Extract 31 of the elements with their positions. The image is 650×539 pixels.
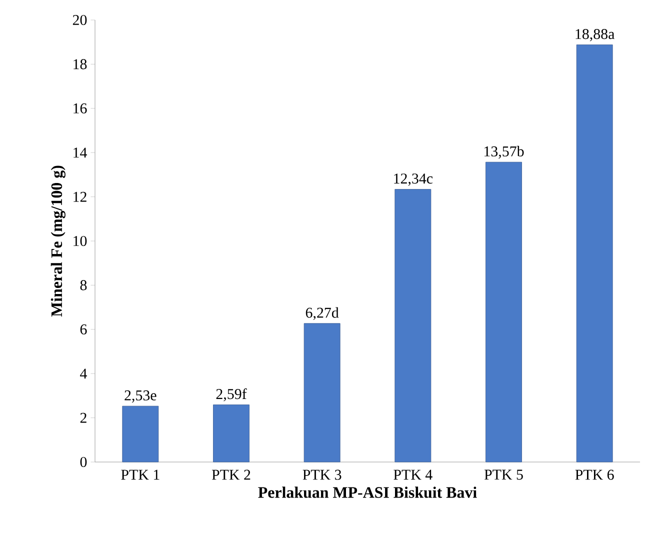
x-axis-title: Perlakuan MP-ASI Biskuit Bavi — [258, 486, 477, 498]
y-tick-label: 10 — [74, 236, 87, 246]
y-tick-label: 18 — [74, 59, 87, 70]
data-label: 13,57b — [484, 146, 524, 159]
data-label: 18,88a — [576, 28, 614, 42]
y-tick-label: 2 — [80, 412, 86, 423]
y-tick-label: 14 — [74, 148, 87, 158]
x-tick-label: PTK 1 — [121, 470, 160, 480]
x-tick-label: PTK 6 — [575, 470, 614, 480]
y-axis-title: Mineral Fe (mg/100 g) — [50, 166, 66, 317]
y-tick-label: 0 — [80, 456, 87, 468]
data-label: 12,34c — [394, 174, 433, 186]
bar — [213, 404, 250, 462]
x-tick-label: PTK 5 — [484, 470, 523, 480]
x-tick-label: PTK 4 — [394, 470, 432, 480]
x-tick-label: PTK 2 — [212, 470, 250, 480]
y-tick-label: 4 — [80, 368, 87, 379]
y-tick-label: 8 — [80, 280, 87, 290]
data-label: 2,59f — [216, 388, 247, 402]
data-label: 6,27d — [306, 307, 339, 320]
bar — [486, 162, 522, 462]
bar — [394, 189, 432, 462]
y-tick-label: 6 — [80, 324, 87, 334]
bar — [122, 406, 159, 462]
x-tick-label: PTK 3 — [302, 470, 342, 480]
y-tick-label: 12 — [74, 192, 86, 202]
bar — [304, 323, 340, 462]
data-label: 2,53e — [124, 390, 156, 403]
bar — [576, 44, 613, 462]
y-tick-label: 20 — [72, 14, 87, 26]
y-tick-label: 16 — [74, 103, 87, 114]
